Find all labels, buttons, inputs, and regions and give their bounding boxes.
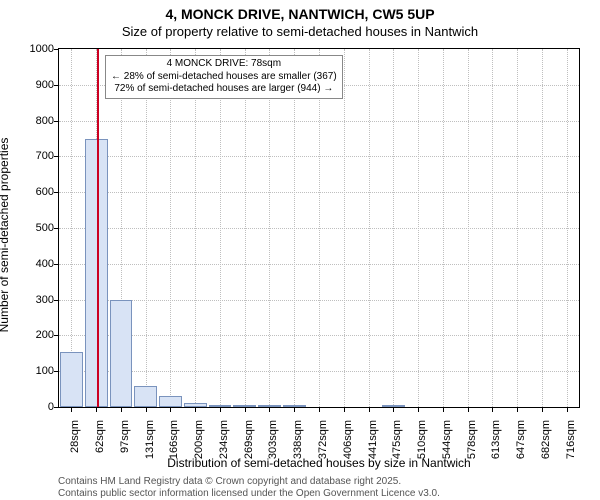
annotation-box: 4 MONCK DRIVE: 78sqm ← 28% of semi-detac… [105,55,343,99]
xtick-label: 269sqm [243,420,255,459]
ytick-label: 600 [14,186,54,198]
xtick-mark [294,407,295,412]
ytick-mark [54,371,59,372]
xtick-mark [220,407,221,412]
ytick-mark [54,49,59,50]
ytick-mark [54,228,59,229]
gridline-v [443,49,444,407]
xtick-label: 613sqm [490,420,502,459]
xtick-label: 97sqm [119,420,131,453]
gridline-v [220,49,221,407]
xtick-mark [542,407,543,412]
xtick-label: 234sqm [218,420,230,459]
ytick-mark [54,264,59,265]
ytick-mark [54,192,59,193]
xtick-label: 406sqm [342,420,354,459]
ytick-mark [54,121,59,122]
xtick-mark [195,407,196,412]
xtick-mark [269,407,270,412]
ytick-mark [54,300,59,301]
xtick-mark [443,407,444,412]
ytick-label: 500 [14,222,54,234]
y-axis-label: Number of semi-detached properties [0,138,11,333]
xtick-mark [517,407,518,412]
xtick-mark [121,407,122,412]
xtick-mark [96,407,97,412]
xtick-label: 62sqm [94,420,106,453]
gridline-v [245,49,246,407]
xtick-mark [344,407,345,412]
xtick-mark [418,407,419,412]
xtick-label: 475sqm [391,420,403,459]
ytick-label: 700 [14,150,54,162]
credits-line2: Contains public sector information licen… [58,488,440,499]
xtick-label: 338sqm [292,420,304,459]
xtick-mark [71,407,72,412]
gridline-v [195,49,196,407]
xtick-mark [468,407,469,412]
xtick-label: 200sqm [193,420,205,459]
ytick-label: 800 [14,115,54,127]
xtick-label: 544sqm [441,420,453,459]
ytick-mark [54,335,59,336]
xtick-label: 28sqm [69,420,81,453]
credits-line1: Contains HM Land Registry data © Crown c… [58,476,401,487]
xtick-mark [567,407,568,412]
xtick-mark [245,407,246,412]
ytick-mark [54,85,59,86]
gridline-v [369,49,370,407]
xtick-label: 682sqm [540,420,552,459]
xtick-label: 510sqm [416,420,428,459]
xtick-label: 716sqm [565,420,577,459]
gridline-v [170,49,171,407]
xtick-mark [170,407,171,412]
annotation-line3: 72% of semi-detached houses are larger (… [111,83,337,96]
ytick-label: 200 [14,329,54,341]
gridline-v [319,49,320,407]
xtick-label: 372sqm [317,420,329,459]
reference-line [97,49,99,407]
gridline-v [517,49,518,407]
annotation-line1: 4 MONCK DRIVE: 78sqm [111,58,337,71]
ytick-label: 900 [14,79,54,91]
histogram-bar [134,386,157,407]
xtick-label: 166sqm [168,420,180,459]
xtick-label: 441sqm [367,420,379,459]
gridline-v [146,49,147,407]
xtick-mark [492,407,493,412]
ytick-label: 0 [14,401,54,413]
histogram-bar [60,352,83,407]
xtick-mark [146,407,147,412]
ytick-mark [54,156,59,157]
gridline-v [393,49,394,407]
gridline-v [269,49,270,407]
xtick-label: 578sqm [466,420,478,459]
gridline-v [418,49,419,407]
ytick-label: 1000 [14,43,54,55]
xtick-label: 131sqm [144,420,156,459]
ytick-label: 300 [14,294,54,306]
chart-title: 4, MONCK DRIVE, NANTWICH, CW5 5UP [0,6,600,22]
gridline-v [567,49,568,407]
histogram-bar [110,300,133,407]
plot-area: 4 MONCK DRIVE: 78sqm ← 28% of semi-detac… [58,48,580,408]
xtick-label: 303sqm [267,420,279,459]
gridline-v [542,49,543,407]
gridline-v [294,49,295,407]
chart-subtitle: Size of property relative to semi-detach… [0,24,600,39]
ytick-label: 100 [14,365,54,377]
gridline-v [344,49,345,407]
xtick-label: 647sqm [515,420,527,459]
xtick-mark [393,407,394,412]
gridline-v [468,49,469,407]
ytick-mark [54,407,59,408]
xtick-mark [369,407,370,412]
histogram-bar [159,396,182,407]
xtick-mark [319,407,320,412]
ytick-label: 400 [14,258,54,270]
chart-container: 4, MONCK DRIVE, NANTWICH, CW5 5UP Size o… [0,0,600,500]
gridline-v [492,49,493,407]
annotation-line2: ← 28% of semi-detached houses are smalle… [111,71,337,84]
